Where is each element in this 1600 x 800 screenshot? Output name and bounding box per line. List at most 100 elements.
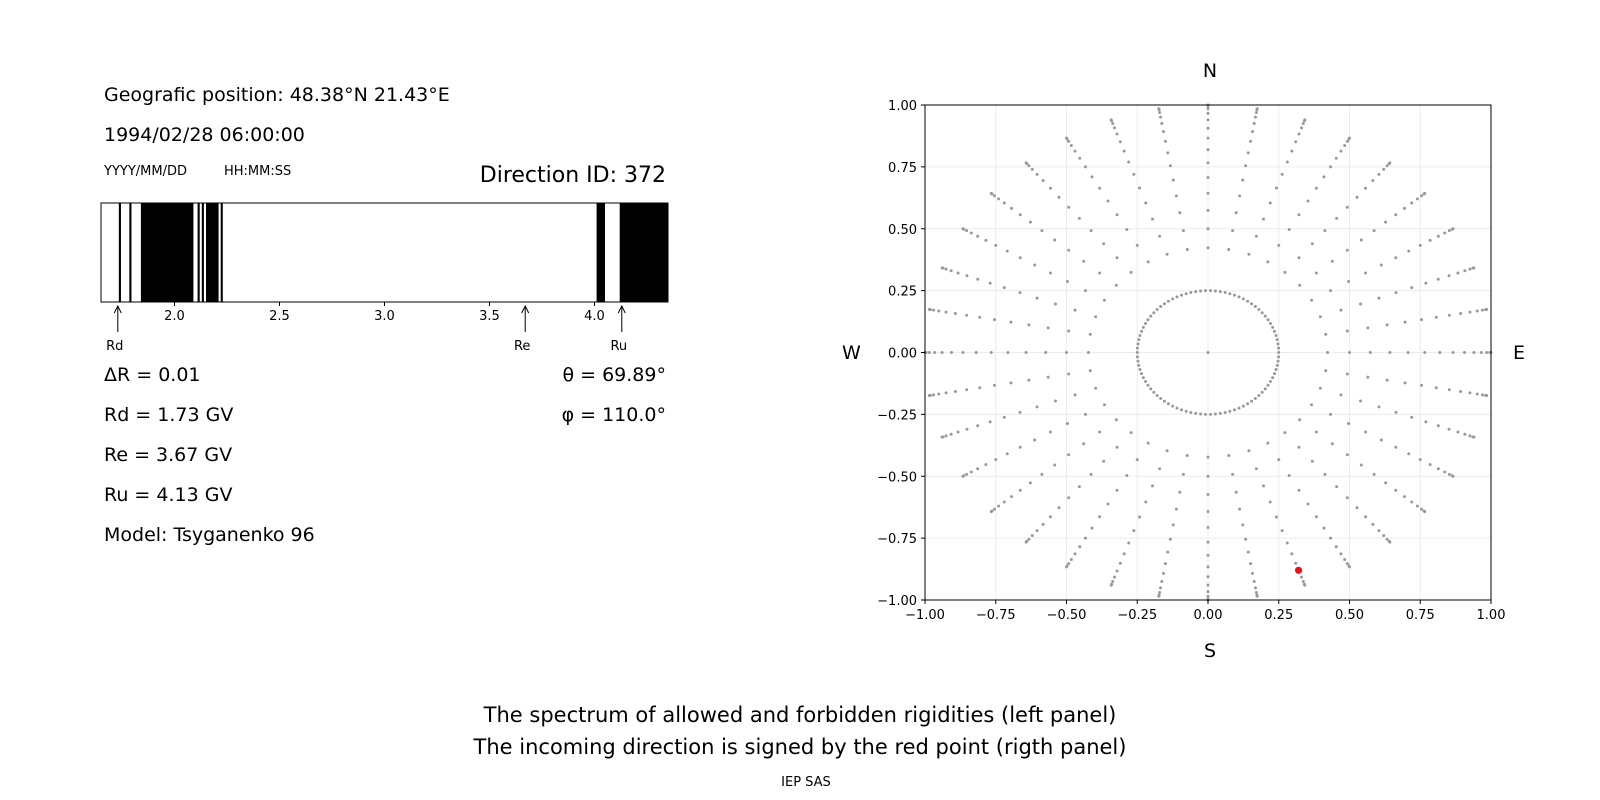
- direction-point: [1122, 149, 1126, 153]
- direction-point: [1424, 420, 1428, 424]
- direction-point: [1005, 249, 1009, 253]
- direction-point: [1184, 292, 1188, 296]
- direction-point: [1089, 472, 1093, 476]
- direction-point: [1410, 415, 1414, 419]
- direction-point: [1146, 383, 1150, 387]
- direction-point: [1359, 302, 1363, 306]
- direction-point: [976, 424, 980, 428]
- direction-point: [1159, 586, 1163, 590]
- direction-point: [1419, 318, 1423, 322]
- direction-point: [1206, 227, 1210, 231]
- direction-point: [1345, 372, 1349, 376]
- direction-point: [1163, 139, 1167, 143]
- direction-point: [1377, 405, 1381, 409]
- direction-point: [1238, 507, 1242, 511]
- direction-point: [997, 504, 1001, 508]
- direction-point: [1030, 167, 1034, 171]
- direction-point: [1394, 410, 1398, 414]
- direction-point: [1436, 467, 1440, 471]
- direction-point: [1044, 351, 1048, 354]
- direction-point: [976, 234, 980, 238]
- direction-point: [1268, 380, 1272, 384]
- direction-point: [1218, 290, 1222, 294]
- forbidden-band-1: [129, 203, 132, 302]
- direction-point: [1158, 591, 1162, 595]
- direction-point: [1178, 490, 1182, 494]
- direction-point: [1144, 321, 1148, 325]
- direction-point: [1098, 430, 1102, 434]
- direction-point: [1206, 553, 1210, 557]
- direction-point: [1260, 390, 1264, 394]
- compass-north: N: [1202, 60, 1218, 82]
- direction-point: [1048, 515, 1052, 519]
- direction-point: [1065, 421, 1069, 425]
- direction-point: [1241, 297, 1245, 301]
- spectrum-ticks: 2.0 2.5 3.0 3.5 4.0: [164, 302, 605, 324]
- direction-point: [1206, 474, 1210, 478]
- direction-point: [1231, 229, 1235, 233]
- direction-point: [1067, 372, 1071, 376]
- direction-point: [1287, 473, 1291, 477]
- direction-point: [1136, 359, 1140, 363]
- direction-point: [1228, 409, 1232, 413]
- direction-point: [944, 267, 948, 271]
- direction-point: [1018, 213, 1022, 217]
- direction-point: [1355, 195, 1359, 199]
- direction-point: [1424, 281, 1428, 285]
- direction-point: [1171, 178, 1175, 182]
- direction-point: [1073, 552, 1077, 556]
- direction-point: [1027, 537, 1031, 541]
- y-tick-label: −0.50: [877, 470, 917, 485]
- time-format-hint: HH:MM:SS: [224, 164, 292, 179]
- direction-point: [1132, 172, 1136, 176]
- direction-point: [1048, 271, 1052, 275]
- direction-point: [1330, 442, 1334, 446]
- direction-point: [965, 274, 969, 278]
- forbidden-bands: [118, 203, 668, 302]
- direction-point: [1146, 318, 1150, 322]
- direction-point: [1144, 380, 1148, 384]
- direction-point: [1206, 526, 1210, 530]
- direction-point: [1447, 313, 1451, 317]
- direction-point: [1094, 386, 1098, 390]
- direction-point: [1181, 472, 1185, 476]
- phi-value: φ = 110.0°: [561, 404, 666, 426]
- direction-point: [1231, 472, 1235, 476]
- direction-point: [1485, 351, 1489, 354]
- direction-point: [1299, 575, 1303, 579]
- direction-point: [1371, 179, 1375, 183]
- direction-point: [1077, 485, 1081, 489]
- direction-point: [1206, 510, 1210, 514]
- direction-point: [1294, 140, 1298, 144]
- direction-point: [1159, 396, 1163, 400]
- direction-point: [1403, 381, 1407, 385]
- direction-point: [993, 194, 997, 198]
- direction-point: [1237, 295, 1241, 299]
- direction-point: [1150, 484, 1154, 488]
- direction-point: [1379, 263, 1383, 267]
- direction-point: [1403, 320, 1407, 324]
- direction-point: [1206, 118, 1210, 122]
- direction-point: [1125, 228, 1129, 232]
- direction-point: [1364, 515, 1368, 519]
- direction-point: [1394, 445, 1398, 449]
- direction-point: [1275, 363, 1279, 367]
- direction-point: [1443, 470, 1447, 474]
- direction-point: [953, 389, 957, 393]
- y-tick-label: 0.00: [888, 347, 917, 362]
- direction-point: [1266, 260, 1270, 264]
- direction-point: [1329, 412, 1333, 416]
- direction-point: [1223, 290, 1227, 294]
- direction-point: [1306, 502, 1310, 506]
- direction-point: [1238, 194, 1242, 198]
- direction-point: [1127, 160, 1131, 164]
- direction-point: [1158, 234, 1162, 238]
- direction-point: [1028, 481, 1032, 485]
- credit-label: IEP SAS: [781, 775, 831, 790]
- direction-point: [1266, 441, 1270, 445]
- direction-point: [1227, 247, 1231, 251]
- direction-point: [1157, 594, 1161, 598]
- direction-point: [1330, 259, 1334, 263]
- direction-point: [1206, 175, 1210, 179]
- direction-point: [1157, 107, 1161, 111]
